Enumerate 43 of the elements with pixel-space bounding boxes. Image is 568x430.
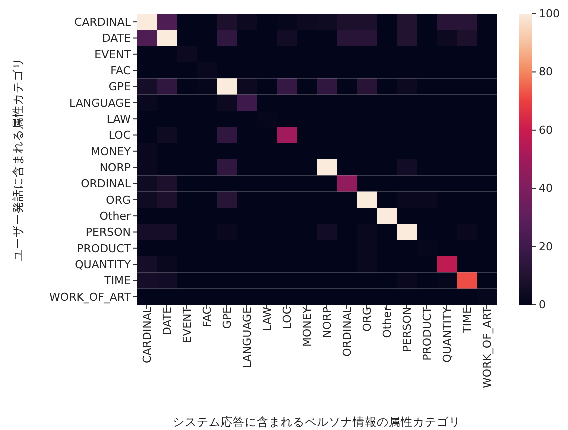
color-bar-label: 80: [539, 66, 553, 79]
y-tick-label: DATE: [102, 32, 132, 46]
x-tick-label: DATE: [160, 306, 174, 336]
x-tick-label: FAC: [200, 306, 214, 328]
y-tick-label: WORK_OF_ART: [50, 290, 132, 304]
x-tick-label: ORDINAL: [340, 306, 354, 357]
y-axis-title: ユーザー発話に含まれる属性カテゴリ: [11, 58, 26, 262]
x-tick-label: Other: [380, 306, 394, 338]
y-tick-label: EVENT: [94, 48, 132, 62]
color-bar-label: 40: [539, 182, 553, 196]
color-bar-label: 0: [539, 298, 546, 312]
x-tick-label: LANGUAGE: [240, 306, 254, 369]
color-bar-label: 20: [539, 240, 553, 254]
y-tick-label: ORDINAL: [81, 178, 132, 191]
x-tick-label: MONEY: [300, 306, 314, 348]
x-tick-label: QUANTITY: [440, 306, 454, 363]
y-tick-label: NORP: [100, 161, 132, 174]
x-tick-label: GPE: [220, 306, 234, 330]
y-tick-label: PERSON: [86, 226, 131, 240]
x-tick-label: PRODUCT: [420, 306, 434, 361]
y-tick-label: GPE: [108, 80, 132, 94]
y-tick-label: QUANTITY: [75, 258, 132, 272]
x-tick-label: LOC: [280, 306, 294, 330]
y-tick-label: TIME: [104, 274, 132, 288]
color-bar-label: 100: [539, 8, 560, 20]
x-tick-label: ORG: [360, 307, 374, 332]
color-bar-label: 60: [539, 124, 553, 137]
y-tick-label: LOC: [108, 129, 132, 142]
x-tick-label: TIME: [460, 306, 474, 334]
y-tick-label: CARDINAL: [74, 16, 132, 29]
x-tick-label: WORK_OF_ART: [480, 306, 494, 388]
y-tick-label: ORG: [106, 194, 131, 207]
x-axis-title: システム応答に含まれるペルソナ情報の属性カテゴリ: [173, 415, 461, 429]
x-tick-label: PERSON: [400, 307, 414, 352]
y-tick-label: PRODUCT: [77, 242, 132, 256]
y-tick-label: LANGUAGE: [69, 96, 132, 110]
y-tick-label: FAC: [110, 64, 132, 78]
y-tick-label: Other: [100, 210, 132, 223]
y-tick-label: LAW: [106, 112, 132, 126]
x-tick-label: EVENT: [180, 306, 194, 344]
x-tick-label: NORP: [320, 306, 334, 338]
y-tick-label: MONEY: [90, 145, 132, 158]
x-tick-label: LAW: [260, 306, 274, 332]
